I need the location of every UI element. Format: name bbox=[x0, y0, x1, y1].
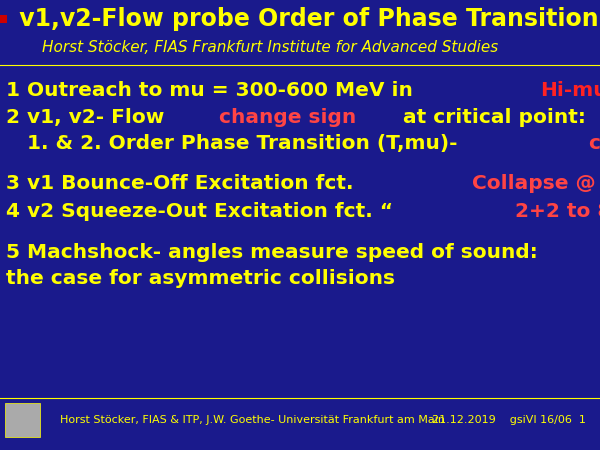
Text: Hi-mu-Rhic: Hi-mu-Rhic bbox=[540, 81, 600, 99]
Text: 2 v1, v2- Flow: 2 v1, v2- Flow bbox=[6, 108, 172, 127]
Text: 👤: 👤 bbox=[19, 414, 26, 427]
Text: v1,v2-Flow probe Order of Phase Transition: v1,v2-Flow probe Order of Phase Transiti… bbox=[11, 7, 598, 31]
Text: critical: critical bbox=[589, 134, 600, 153]
Text: Collapse @: Collapse @ bbox=[472, 174, 596, 193]
FancyBboxPatch shape bbox=[5, 403, 40, 437]
Text: at critical point:: at critical point: bbox=[397, 108, 586, 127]
Text: 21.12.2019    gsiVI 16/06  1: 21.12.2019 gsiVI 16/06 1 bbox=[432, 415, 586, 425]
Text: 4 v2 Squeeze-Out Excitation fct. “: 4 v2 Squeeze-Out Excitation fct. “ bbox=[6, 202, 400, 221]
Text: change sign: change sign bbox=[220, 108, 356, 127]
Text: the case for asymmetric collisions: the case for asymmetric collisions bbox=[6, 270, 395, 288]
Text: 3 v1 Bounce-Off Excitation fct.: 3 v1 Bounce-Off Excitation fct. bbox=[6, 174, 367, 193]
Text: Horst Stöcker, FIAS & ITP, J.W. Goethe- Universität Frankfurt am Main: Horst Stöcker, FIAS & ITP, J.W. Goethe- … bbox=[60, 415, 445, 425]
Text: 1. & 2. Order Phase Transition (T,mu)-: 1. & 2. Order Phase Transition (T,mu)- bbox=[6, 134, 458, 153]
Text: Horst Stöcker, FIAS Frankfurt Institute for Advanced Studies: Horst Stöcker, FIAS Frankfurt Institute … bbox=[42, 40, 498, 55]
Text: 2+2 to 8+8 AGeV: 2+2 to 8+8 AGeV bbox=[515, 202, 600, 221]
Text: 5 Machshock- angles measure speed of sound:: 5 Machshock- angles measure speed of sou… bbox=[6, 243, 538, 262]
Text: 1 Outreach to mu = 300-600 MeV in: 1 Outreach to mu = 300-600 MeV in bbox=[6, 81, 420, 99]
